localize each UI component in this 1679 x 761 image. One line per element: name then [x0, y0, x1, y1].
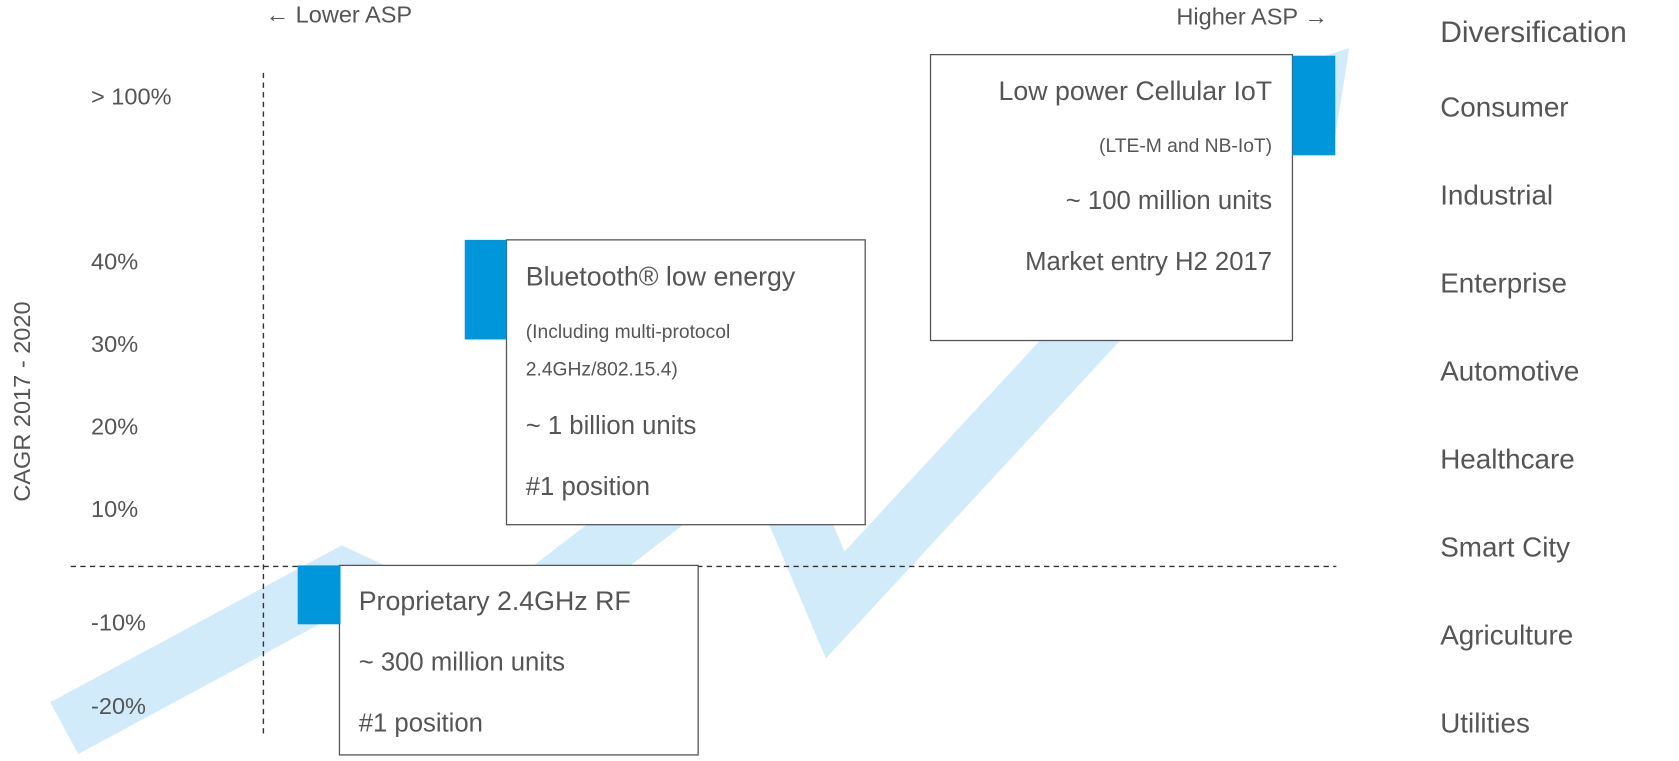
- box-tab: [465, 240, 507, 340]
- y-label: 30%: [91, 331, 138, 357]
- diversification-item: Consumer: [1440, 92, 1568, 123]
- diversification-item: Automotive: [1440, 356, 1579, 387]
- y-label: 20%: [91, 414, 138, 440]
- right-label: Higher ASP →: [1176, 3, 1327, 29]
- y-label: 40%: [91, 249, 138, 275]
- box-line: ~ 300 million units: [359, 649, 565, 677]
- box-line: (Including multi-protocol: [526, 322, 731, 343]
- box-line: (LTE-M and NB-IoT): [1099, 136, 1272, 157]
- box-title: Low power Cellular IoT: [999, 76, 1273, 106]
- box-line: #1 position: [359, 710, 483, 738]
- box-line: ~ 100 million units: [1066, 187, 1272, 215]
- slide: ← Lower ASP Higher ASP → CAGR 2017 - 202…: [0, 0, 1679, 756]
- y-label: -10%: [91, 610, 146, 636]
- y-label: 10%: [91, 496, 138, 522]
- diversification-item: Utilities: [1440, 708, 1530, 739]
- diversification-item: Agriculture: [1440, 620, 1573, 651]
- box-line: ~ 1 billion units: [526, 412, 697, 440]
- box-line: 2.4GHz/802.15.4): [526, 360, 678, 381]
- box-title: Proprietary 2.4GHz RF: [359, 586, 631, 616]
- diversification-item: Healthcare: [1440, 444, 1575, 475]
- y-label: -20%: [91, 693, 146, 719]
- box-line: Market entry H2 2017: [1025, 248, 1272, 276]
- box-tab: [1292, 56, 1335, 156]
- diversification-item: Industrial: [1440, 180, 1553, 211]
- box-title: Bluetooth® low energy: [526, 261, 796, 291]
- diversification-item: Enterprise: [1440, 268, 1567, 299]
- diversification-title: Diversification: [1440, 16, 1627, 49]
- y-label: > 100%: [91, 84, 172, 110]
- y-title: CAGR 2017 - 2020: [9, 301, 35, 501]
- left-label: ← Lower ASP: [266, 1, 413, 27]
- box-tab: [298, 565, 341, 624]
- diversification-item: Smart City: [1440, 532, 1570, 563]
- box-line: #1 position: [526, 473, 650, 501]
